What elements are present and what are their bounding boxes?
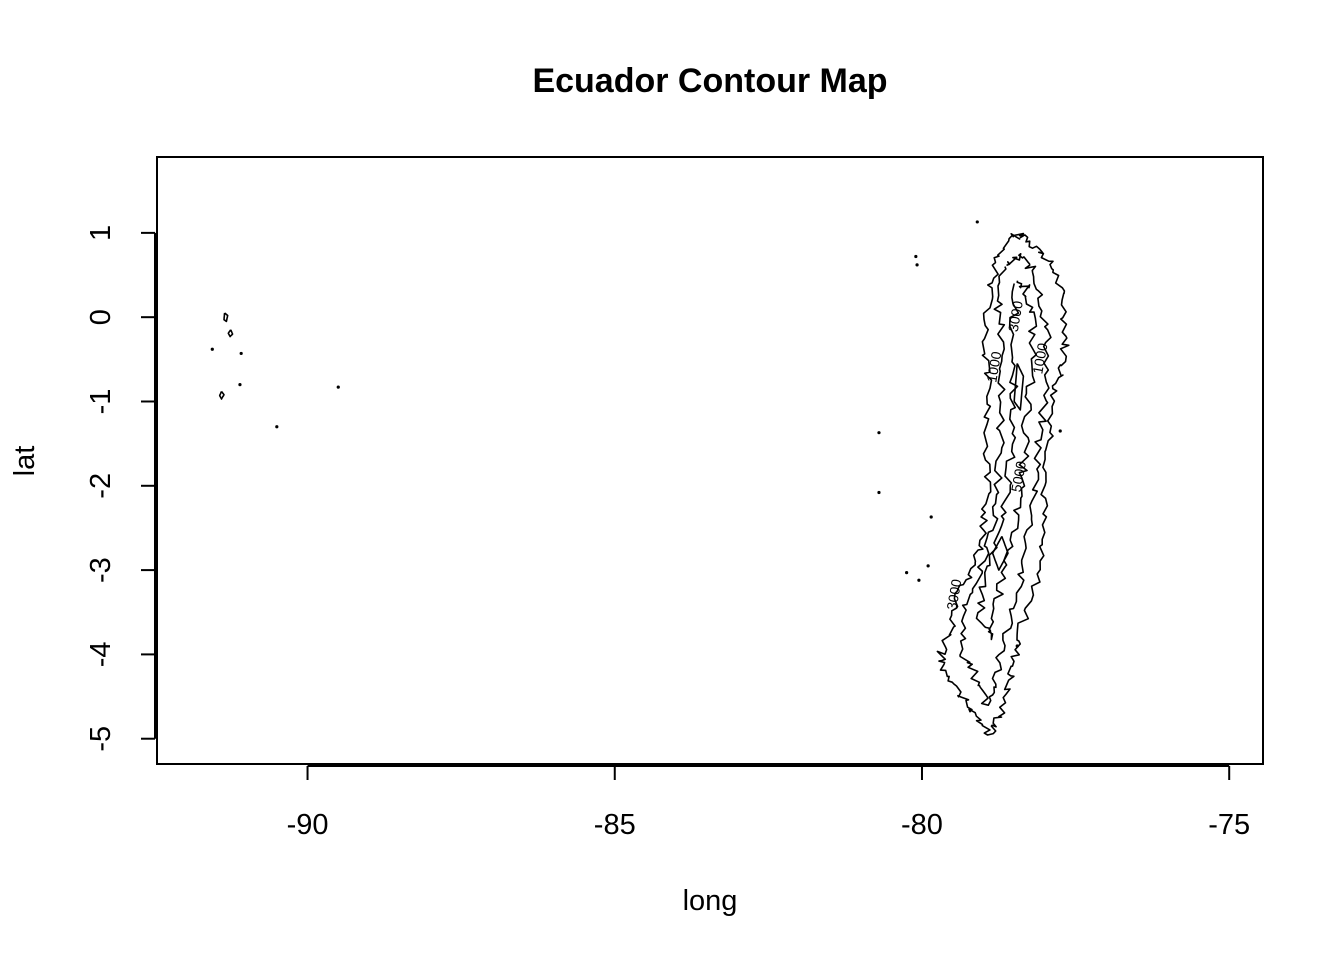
contour-speck <box>210 347 214 351</box>
contour-lines <box>218 232 1070 736</box>
contour-speck <box>915 263 919 267</box>
contour-speck <box>877 431 881 435</box>
y-tick-label: -3 <box>85 557 117 583</box>
contour-andes-inner-3 <box>1013 363 1025 411</box>
contour-speck <box>877 490 881 495</box>
contour-galapagos-1 <box>223 312 229 323</box>
contour-speck <box>275 425 279 429</box>
contour-speck <box>336 385 340 389</box>
y-tick-label: -1 <box>85 389 117 415</box>
x-tick-label: -75 <box>1208 809 1250 841</box>
contour-speck <box>914 254 918 259</box>
chart-title: Ecuador Contour Map <box>532 62 887 100</box>
contour-speck <box>238 383 242 387</box>
contour-speck <box>926 564 930 568</box>
contour-speck <box>905 571 909 575</box>
x-tick-label: -80 <box>901 809 943 841</box>
contour-andes-outer <box>936 232 1070 736</box>
contour-speck <box>1058 429 1062 433</box>
contour-level-label: 3000 <box>943 578 964 612</box>
x-axis: -90 -85 -80 -75 <box>287 765 1250 841</box>
contour-level-label: 5000 <box>1008 460 1029 494</box>
contour-galapagos-3 <box>218 390 225 400</box>
contour-speck <box>1015 644 1019 648</box>
y-tick-label: -4 <box>85 642 117 668</box>
plot-frame <box>156 156 1264 765</box>
x-tick-label: -85 <box>594 809 636 841</box>
x-tick-label: -90 <box>287 809 329 841</box>
contour-andes-inner-2 <box>975 280 1038 641</box>
contour-galapagos-2 <box>227 329 234 338</box>
contour-speck <box>917 578 921 582</box>
contour-points <box>210 220 1062 648</box>
y-axis-label: lat <box>9 446 41 477</box>
y-tick-label: 1 <box>85 225 117 241</box>
y-tick-label: 0 <box>85 309 117 325</box>
contour-andes-inner-1 <box>959 253 1052 707</box>
x-axis-label: long <box>683 885 738 917</box>
contour-speck <box>975 220 979 224</box>
contour-level-label: 1000 <box>1029 342 1050 376</box>
y-tick-label: -2 <box>85 473 117 499</box>
contour-level-label: 1000 <box>983 350 1004 384</box>
contour-level-label: 3000 <box>1005 299 1026 333</box>
contour-speck <box>239 351 243 356</box>
contour-speck <box>929 515 933 519</box>
contour-andes-inner-4 <box>991 536 1009 571</box>
y-tick-label: -5 <box>85 726 117 752</box>
y-axis: 1 0 -1 -2 -3 -4 -5 <box>85 225 156 752</box>
